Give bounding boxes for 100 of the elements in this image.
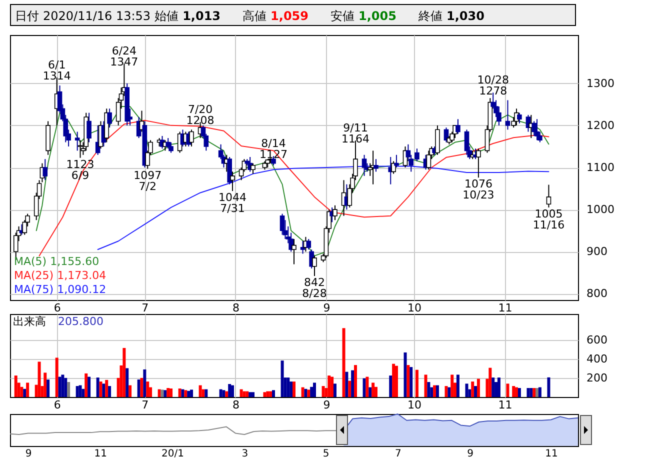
bar — [342, 328, 346, 397]
bar — [538, 387, 542, 397]
x-tick-label: 7 — [394, 448, 402, 460]
bar — [190, 390, 194, 397]
bar — [228, 384, 232, 397]
x-tick-label: 10 — [408, 398, 422, 412]
bar — [82, 388, 85, 397]
candlestick — [280, 213, 285, 236]
candlestick — [107, 108, 112, 128]
bar — [368, 387, 372, 397]
bar — [374, 386, 378, 397]
bar — [465, 384, 468, 397]
annotation: 1097 7/2 — [134, 168, 162, 193]
text: 1,059 — [270, 9, 308, 23]
annotation: 842 8/28 — [302, 276, 327, 300]
bar — [450, 374, 454, 397]
bar — [333, 384, 336, 397]
candlestick — [426, 150, 432, 170]
x-tick-label: 3 — [242, 448, 248, 460]
candlestick — [476, 148, 481, 178]
bar — [108, 386, 112, 397]
bar — [394, 366, 398, 397]
x-tick-label: 6 — [54, 302, 61, 314]
bar — [222, 390, 226, 397]
bar — [530, 388, 533, 397]
annotation: 6/24 1347 — [110, 44, 138, 69]
candlestick — [300, 240, 306, 254]
text: 始値 — [154, 9, 179, 23]
bar — [184, 390, 188, 397]
bar — [515, 387, 518, 397]
bar — [292, 382, 296, 397]
x-tick-label: 11 — [545, 448, 558, 460]
bar — [366, 376, 369, 397]
bar — [354, 365, 357, 397]
bar — [476, 378, 480, 397]
x-tick-label: 9 — [323, 398, 330, 412]
bar — [143, 369, 146, 397]
bar — [128, 385, 132, 397]
bar — [351, 370, 354, 397]
annotation: 205.800 — [58, 315, 104, 328]
candlestick — [517, 112, 522, 124]
annotation: 1044 7/31 — [218, 191, 247, 216]
candlestick — [312, 255, 317, 277]
text: 高値 — [242, 9, 267, 23]
bar — [506, 384, 510, 397]
bar — [280, 360, 284, 397]
y-tick-label: 1000 — [586, 203, 614, 216]
bar — [231, 385, 234, 397]
bar — [14, 376, 18, 397]
bar — [547, 377, 550, 397]
x-tick-label: 11 — [94, 448, 108, 460]
text: MA(5) 1,155.60 — [14, 255, 100, 268]
candlestick — [306, 238, 312, 250]
text: 1,030 — [446, 9, 484, 23]
bar — [122, 348, 126, 397]
bar — [84, 373, 88, 397]
bar — [102, 384, 106, 397]
bar — [415, 370, 418, 397]
bar — [44, 372, 47, 397]
candlestick — [227, 156, 232, 185]
candlestick — [74, 131, 80, 152]
bar — [126, 368, 129, 397]
text: MA(75) 1,090.12 — [14, 283, 106, 296]
candlestick — [168, 142, 174, 154]
text: 終値 — [418, 9, 442, 23]
candlestick — [86, 112, 92, 143]
x-tick-label: 7 — [142, 302, 149, 314]
bar — [444, 386, 448, 397]
bar — [76, 386, 79, 397]
bar — [488, 368, 492, 397]
text: 安値 — [330, 9, 354, 23]
bar — [532, 388, 536, 397]
candlestick — [230, 171, 235, 192]
bar — [290, 382, 293, 397]
bar — [96, 378, 100, 397]
x-tick-label: 6 — [54, 398, 61, 412]
candlestick — [332, 204, 338, 221]
y-tick-label: 200 — [586, 371, 608, 384]
bar — [187, 390, 190, 397]
bar — [427, 382, 430, 397]
bar — [406, 365, 410, 397]
bar — [146, 382, 150, 397]
bar — [307, 390, 310, 397]
candlestick — [464, 129, 470, 156]
candlestick — [166, 138, 171, 150]
bar — [166, 388, 170, 397]
bar — [252, 392, 255, 397]
annotation: 7/20 1208 — [186, 103, 214, 128]
bar — [372, 382, 375, 397]
bar — [424, 374, 428, 397]
x-tick-label: 5 — [322, 448, 330, 460]
bar — [392, 364, 396, 397]
y-tick-label: 1300 — [586, 76, 614, 90]
bar — [272, 390, 276, 397]
bar — [46, 380, 50, 397]
bar — [456, 374, 460, 397]
candlestick — [374, 158, 378, 172]
y-tick-label: 400 — [586, 352, 608, 366]
bar — [410, 367, 413, 397]
candlestick — [505, 100, 510, 130]
